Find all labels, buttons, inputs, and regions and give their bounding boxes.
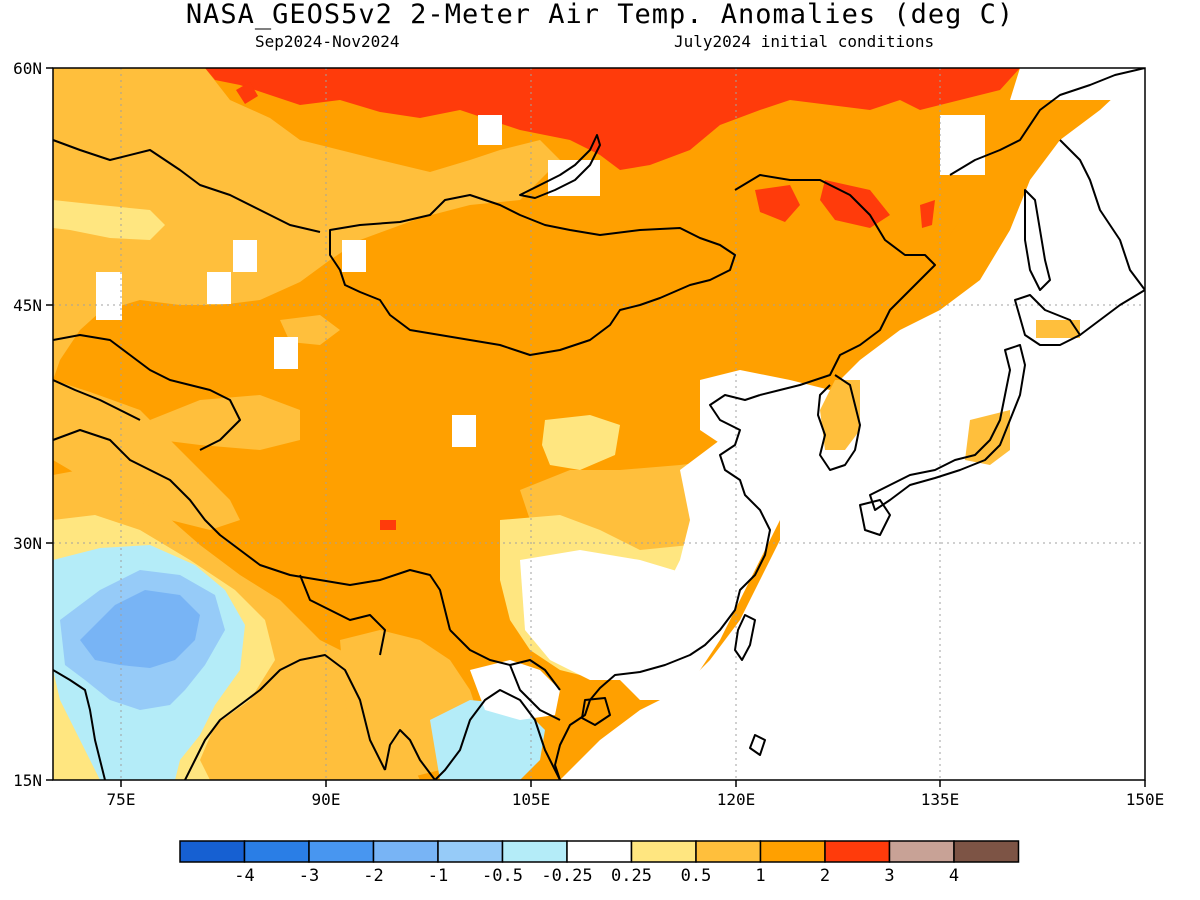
shade-korea: [820, 380, 860, 450]
shade-india-blue: [80, 590, 200, 668]
lat-label: 30N: [13, 534, 42, 553]
longitude-labels: 75E 90E 105E 120E 135E 150E: [107, 790, 1165, 809]
shade-red-ne1: [755, 185, 800, 222]
longitude-ticks: [120, 780, 1146, 787]
shade-red-ne2: [820, 180, 890, 228]
missing-block: [207, 272, 231, 304]
colorbar-label: 1: [755, 866, 765, 886]
colorbar-swatch: [372, 840, 439, 863]
colorbar-swatch: [888, 840, 955, 863]
shade-red-tibet: [380, 520, 396, 530]
shade-tibet-west: [150, 395, 300, 450]
colorbar-swatch: [243, 840, 310, 863]
missing-block: [478, 115, 502, 145]
colorbar-label: 0.5: [681, 866, 712, 886]
colorbar-swatch: [695, 840, 762, 863]
colorbar-label: 0.25: [611, 866, 652, 886]
colorbar-swatch: [759, 840, 826, 863]
colorbar-label: -3: [299, 866, 319, 886]
lon-label: 120E: [717, 790, 756, 809]
shade-indochina-neutral: [470, 660, 560, 720]
colorbar-swatch: [953, 840, 1020, 863]
colorbar-label: 2: [820, 866, 830, 886]
latitude-ticks: [46, 67, 53, 781]
lat-label: 15N: [13, 771, 42, 790]
colorbar: -4 -3 -2 -1 -0.5 -0.25 0.25 0.5 1 2 3 4: [179, 840, 1020, 886]
shade-siberia-red: [205, 68, 1020, 170]
coastlines: [53, 68, 1145, 780]
lon-label: 105E: [512, 790, 551, 809]
colorbar-label: 3: [884, 866, 894, 886]
missing-block: [233, 240, 257, 272]
map-frame: [52, 67, 1146, 781]
missing-block: [940, 115, 985, 175]
initial-conditions: July2024 initial conditions: [674, 32, 935, 51]
latitude-labels: 60N 45N 30N 15N: [13, 59, 42, 790]
colorbar-label: -0.25: [541, 866, 592, 886]
anomaly-field: [53, 68, 1145, 780]
colorbar-label: -4: [234, 866, 254, 886]
lon-label: 135E: [921, 790, 960, 809]
forecast-period: Sep2024-Nov2024: [255, 32, 400, 51]
shade-central-china-light: [542, 415, 620, 470]
lat-label: 60N: [13, 59, 42, 78]
colorbar-swatch: [308, 840, 375, 863]
figure-title: NASA_GEOS5v2 2-Meter Air Temp. Anomalies…: [185, 0, 1015, 30]
colorbar-swatch: [824, 840, 891, 863]
lon-label: 75E: [107, 790, 136, 809]
colorbar-label: 4: [949, 866, 959, 886]
shade-indochina-blue: [430, 700, 545, 780]
colorbar-label: -2: [363, 866, 383, 886]
graticule: [53, 68, 1145, 780]
shade-kazakh-light: [53, 200, 165, 240]
colorbar-swatch: [566, 840, 633, 863]
shade-red-patch: [236, 82, 258, 104]
colorbar-label: -1: [428, 866, 448, 886]
shade-red-ne3: [920, 200, 935, 228]
shade-hokkaido: [1036, 320, 1080, 338]
colorbar-swatch: [501, 840, 568, 863]
colorbar-swatch: [630, 840, 697, 863]
lon-label: 150E: [1126, 790, 1165, 809]
colorbar-swatch: [437, 840, 504, 863]
missing-block: [96, 272, 122, 320]
missing-block: [452, 415, 476, 447]
shade-east-china-neutral: [620, 440, 790, 700]
missing-block: [342, 240, 366, 272]
lat-label: 45N: [13, 296, 42, 315]
missing-block: [274, 337, 298, 369]
shade-west-siberia: [53, 68, 560, 380]
shade-central-asia: [53, 380, 240, 530]
colorbar-label: -0.5: [482, 866, 523, 886]
colorbar-swatch: [179, 840, 246, 863]
lon-label: 90E: [312, 790, 341, 809]
